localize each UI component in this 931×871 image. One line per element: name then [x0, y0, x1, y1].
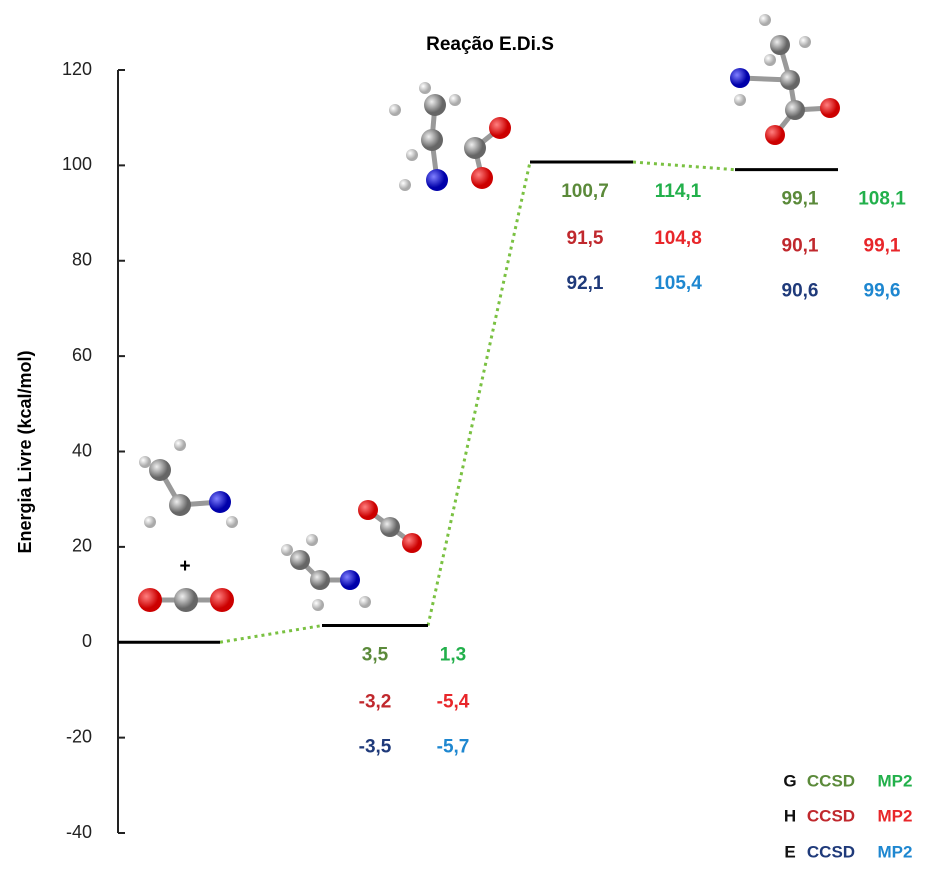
- legend-group: E: [784, 842, 795, 861]
- y-tick-label: 0: [82, 631, 92, 651]
- value-label: -3,2: [359, 692, 392, 713]
- value-label: 91,5: [567, 228, 604, 249]
- value-label: -5,4: [437, 692, 470, 713]
- chart: + Reação E.Di.S Energia Livre (kcal/mol)…: [0, 0, 931, 871]
- legend-entry: MP2: [878, 771, 913, 790]
- value-label: -5,7: [437, 737, 470, 758]
- connector: [428, 162, 530, 626]
- y-tick-label: 40: [72, 440, 92, 460]
- value-label: 90,1: [782, 236, 819, 257]
- y-tick-label: 100: [62, 154, 92, 174]
- value-label: -3,5: [359, 737, 392, 758]
- legend-group: G: [783, 771, 796, 790]
- y-tick-label: -40: [66, 822, 92, 842]
- value-label: 92,1: [567, 273, 604, 294]
- value-label: 99,1: [782, 189, 819, 210]
- legend-entry: MP2: [878, 806, 913, 825]
- value-label: 1,3: [440, 645, 466, 666]
- y-tick-label: 80: [72, 250, 92, 270]
- y-tick-label: -20: [66, 726, 92, 746]
- y-axis-label: Energia Livre (kcal/mol): [15, 350, 35, 553]
- connector: [220, 626, 322, 643]
- value-label: 108,1: [858, 189, 906, 210]
- y-tick-label: 120: [62, 59, 92, 79]
- y-tick-label: 20: [72, 536, 92, 556]
- chart-title: Reação E.Di.S: [426, 34, 554, 55]
- value-label: 100,7: [561, 181, 609, 202]
- value-label: 114,1: [655, 181, 702, 202]
- value-label: 90,6: [782, 281, 819, 302]
- legend-entry: CCSD: [807, 842, 855, 861]
- legend-entry: CCSD: [807, 806, 855, 825]
- legend-entry: MP2: [878, 842, 913, 861]
- connector: [633, 162, 735, 170]
- value-label: 104,8: [654, 228, 702, 249]
- value-label: 3,5: [362, 645, 389, 666]
- y-tick-label: 60: [72, 345, 92, 365]
- legend-group: H: [784, 806, 796, 825]
- value-label: 105,4: [654, 273, 702, 294]
- value-label: 99,6: [864, 281, 901, 302]
- legend-entry: CCSD: [807, 771, 855, 790]
- molecules: [138, 14, 840, 612]
- plus-sign: +: [179, 556, 190, 577]
- value-label: 99,1: [864, 236, 901, 257]
